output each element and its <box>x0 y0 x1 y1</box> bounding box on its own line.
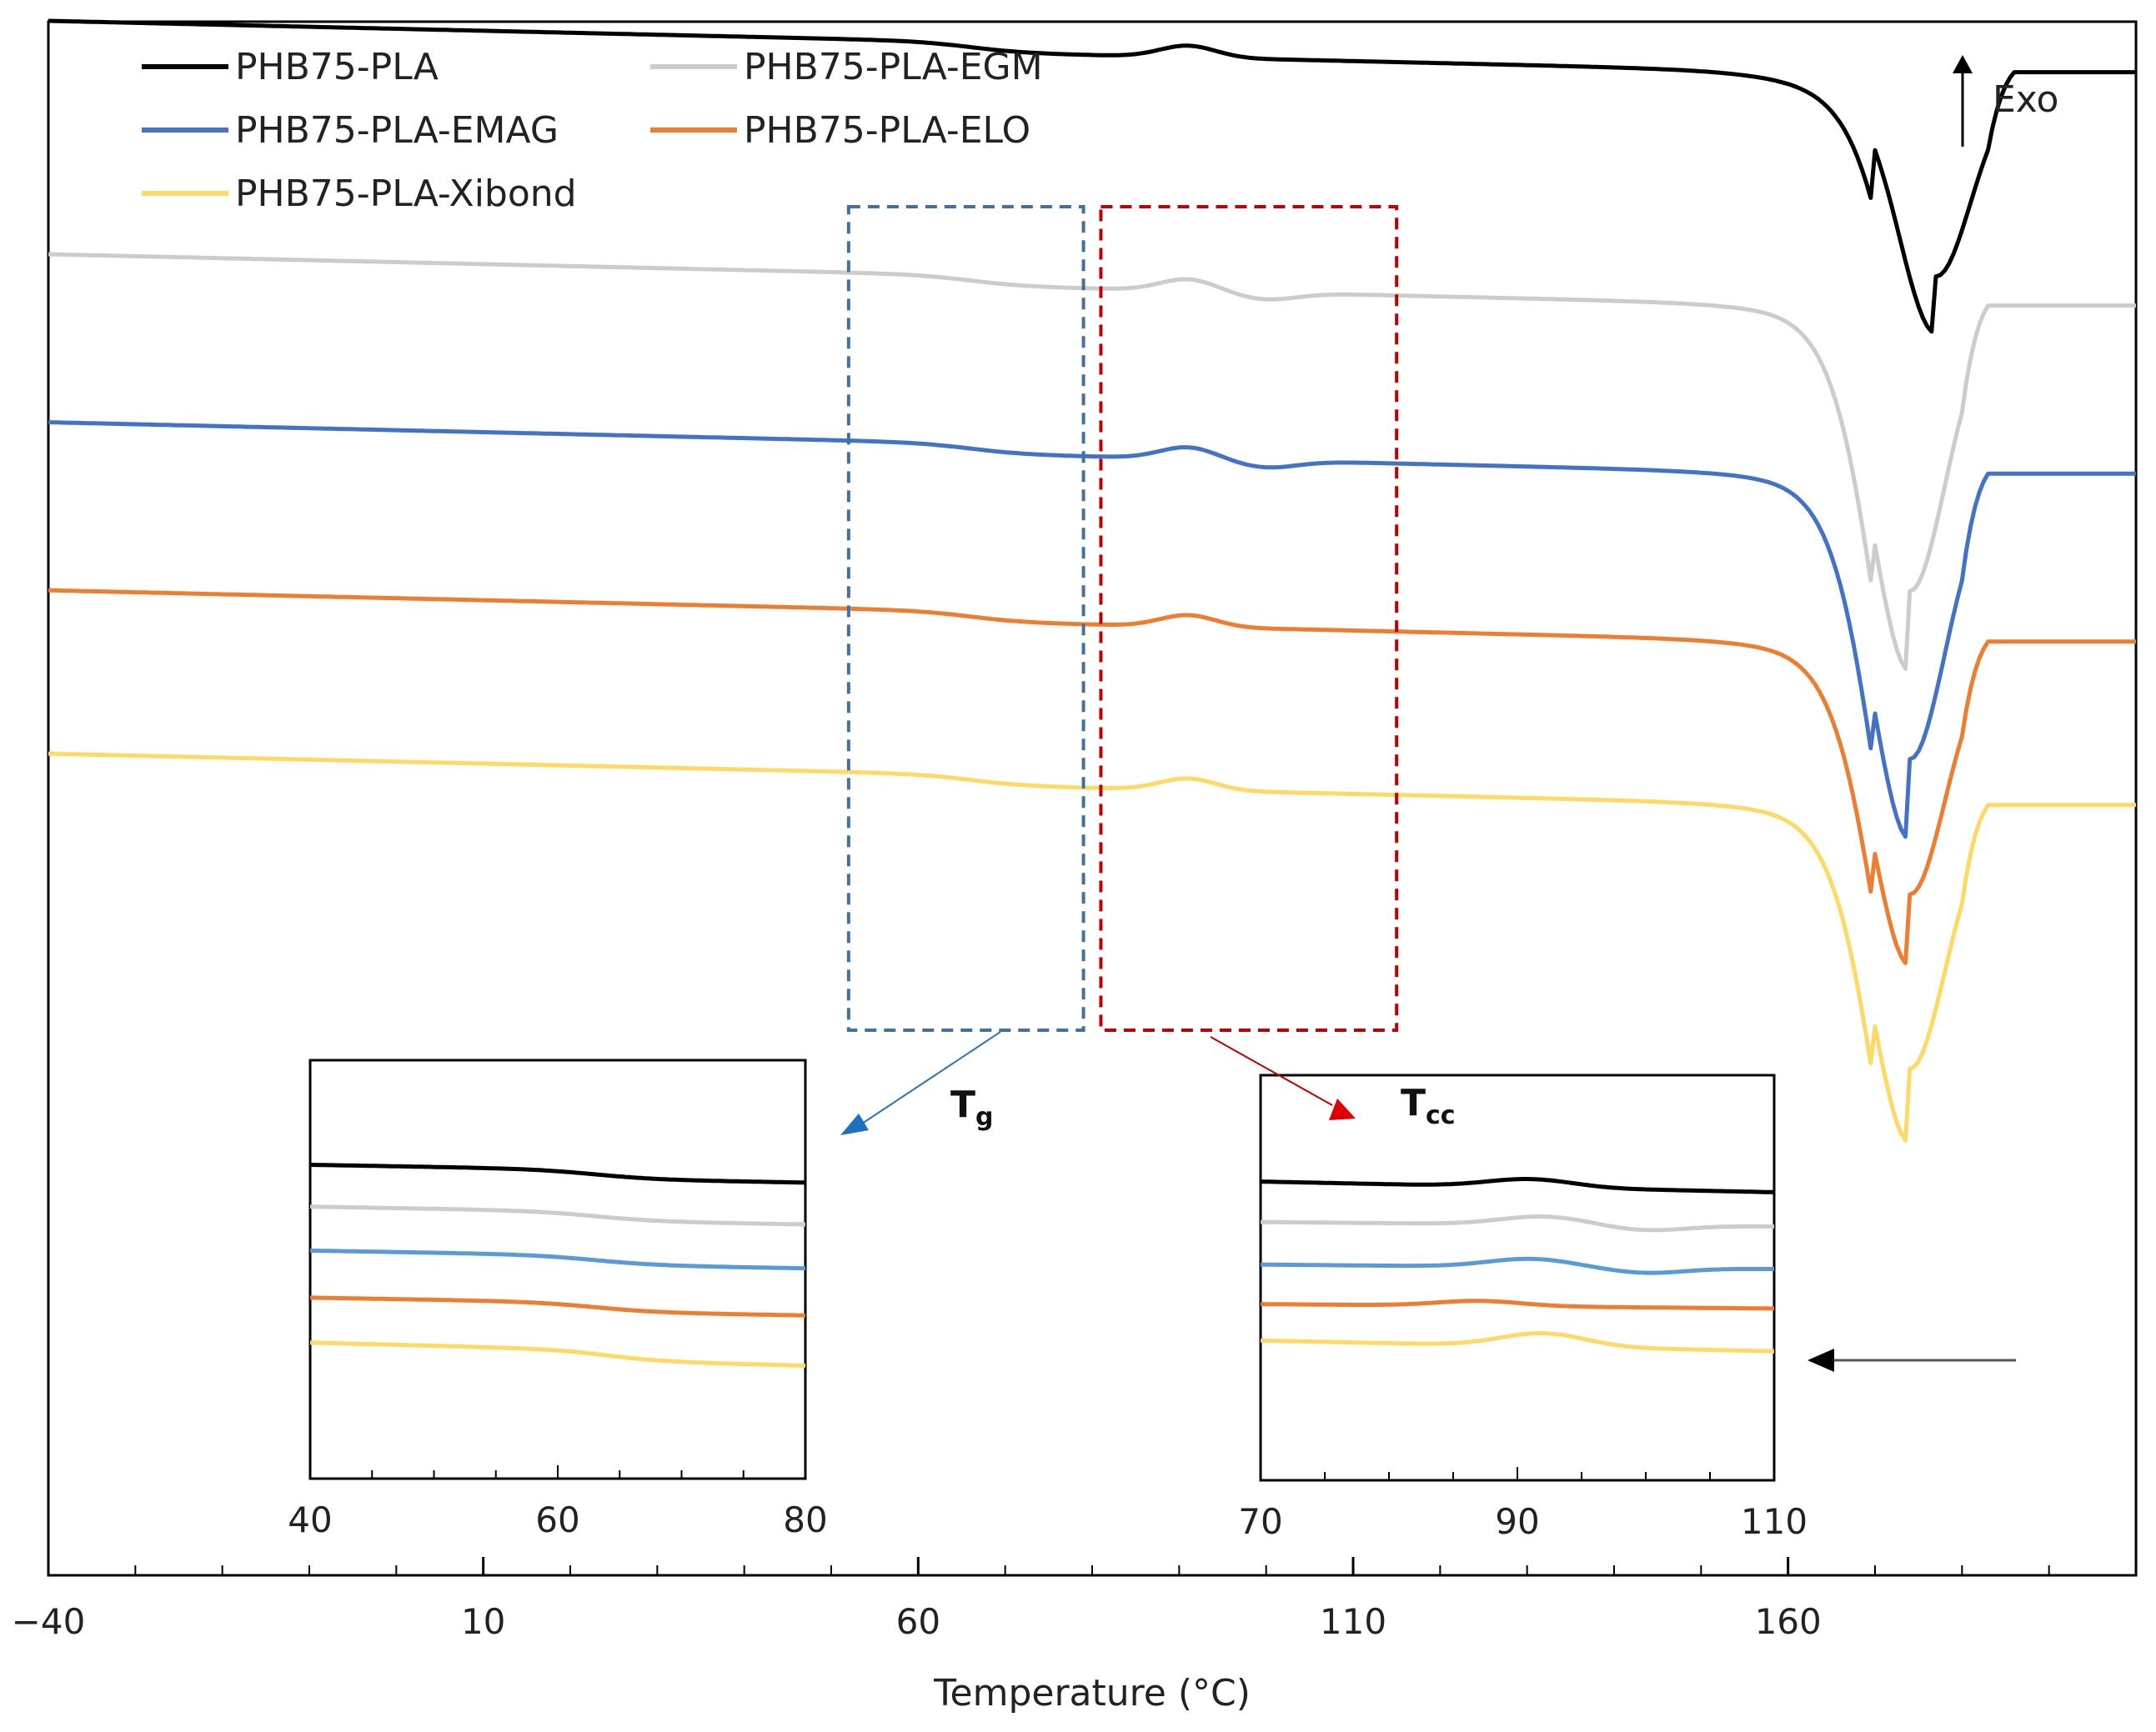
main-series-group <box>48 18 2136 1143</box>
inset-tg: 40 60 80 <box>288 1059 828 1540</box>
series-line-phb75-pla-emag <box>48 420 2136 839</box>
inset-label: Tg <box>950 1084 994 1132</box>
tcc-leader-line <box>1210 1036 1333 1106</box>
inset-series-line <box>1260 1331 1775 1354</box>
x-tick-label: −40 <box>12 1601 86 1642</box>
exo-arrow-head <box>1953 55 1973 73</box>
insets: 40 60 80 Tg 70 90 110 Tcc <box>288 1059 1808 1542</box>
tcc-leader-arrowhead <box>1329 1099 1356 1120</box>
inset-tcc: 70 90 110 <box>1238 1074 1808 1542</box>
inset-frame <box>308 1059 807 1480</box>
inset-series-line <box>1261 1214 1774 1233</box>
x-tick-label: 110 <box>1320 1601 1386 1642</box>
inset-series-line <box>1260 1177 1775 1194</box>
x-axis-ticks: −40 10 60 110 160 <box>12 1557 2137 1642</box>
legend: PHB75-PLA PHB75-PLA-EGM PHB75-PLA-EMAG PHB7… <box>142 46 1043 215</box>
legend-label: PHB75-PLA-EMAG <box>235 109 559 152</box>
legend-label: PHB75-PLA <box>235 46 439 88</box>
inset-tick-label: 90 <box>1495 1501 1539 1542</box>
tg-leader-arrowhead <box>840 1114 869 1135</box>
inset-frame <box>1259 1074 1776 1482</box>
highlight-box-tg <box>846 205 1086 1032</box>
inset-label-sub: cc <box>1426 1101 1456 1130</box>
highlight-box-tcc <box>1099 205 1399 1032</box>
inset-series-line <box>310 1340 805 1368</box>
legend-label: PHB75-PLA-EGM <box>744 46 1043 88</box>
pointer-arrowhead <box>1808 1349 1834 1372</box>
inset-series-line <box>309 1163 805 1185</box>
legend-label: PHB75-PLA-Xibond <box>235 173 577 215</box>
x-axis-title: Temperature (°C) <box>933 1672 1251 1714</box>
inset-tick-label: 70 <box>1238 1501 1282 1542</box>
inset-label: Tcc <box>1401 1082 1456 1130</box>
inset-series-line <box>309 1248 805 1271</box>
inset-tick-label: 80 <box>783 1499 827 1540</box>
inset-series-line <box>310 1295 806 1318</box>
exo-label: Exo <box>1993 78 2058 121</box>
x-tick-label: 60 <box>896 1601 940 1642</box>
legend-label: PHB75-PLA-ELO <box>744 109 1030 152</box>
inset-tick-label: 110 <box>1741 1501 1808 1542</box>
series-line-phb75-pla-egm <box>48 252 2136 671</box>
inset-series-line <box>1261 1256 1775 1275</box>
series-line-phb75-pla-xibond <box>48 751 2136 1143</box>
inset-label-main: T <box>1401 1082 1426 1124</box>
inset-series-line <box>309 1204 805 1227</box>
tg-leader-line <box>856 1031 1001 1128</box>
inset-label-sub: g <box>975 1103 993 1132</box>
inset-label-main: T <box>950 1084 975 1126</box>
series-line-phb75-pla-elo <box>48 588 2136 965</box>
highlight-boxes <box>846 205 1399 1032</box>
series-line-phb75-pla <box>48 18 2136 334</box>
inset-series-line <box>1261 1299 1774 1311</box>
x-tick-label: 10 <box>461 1601 505 1642</box>
inset-tick-label: 60 <box>535 1499 579 1540</box>
inset-tick-label: 40 <box>288 1499 332 1540</box>
x-tick-label: 160 <box>1755 1601 1822 1642</box>
